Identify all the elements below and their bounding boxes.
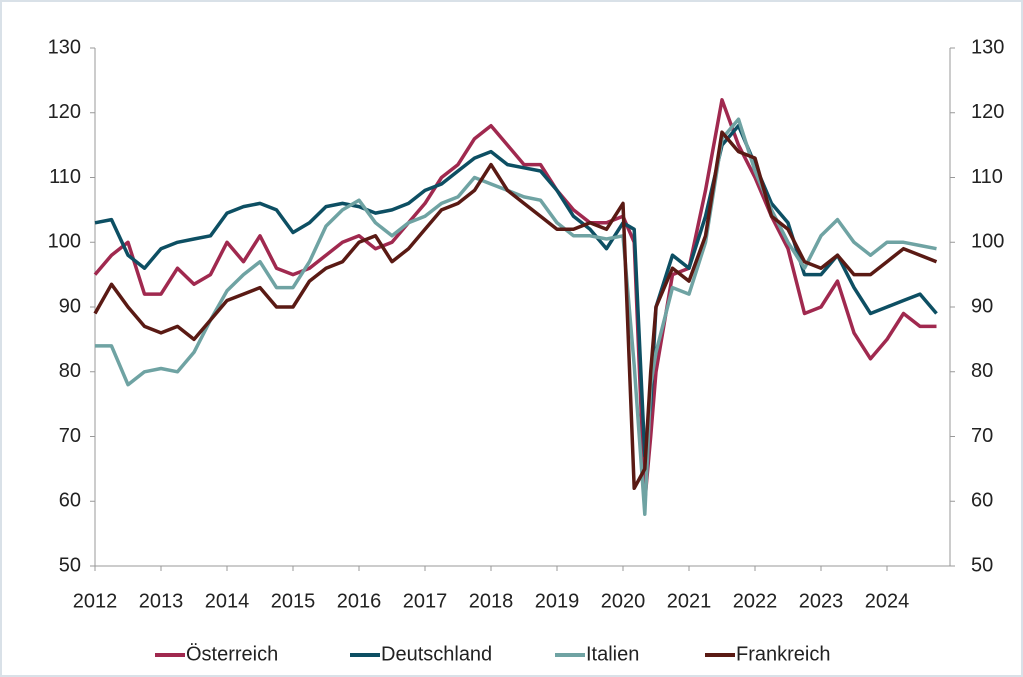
legend-label: Frankreich [736, 643, 830, 665]
x-tick-label: 2019 [535, 590, 580, 612]
x-tick-label: 2014 [205, 590, 250, 612]
y2-tick-label: 70 [971, 425, 993, 447]
y2-tick-label: 90 [971, 295, 993, 317]
y-tick-label: 130 [48, 36, 81, 58]
x-tick-label: 2017 [403, 590, 448, 612]
legend-label: Italien [586, 643, 639, 665]
series-line [93, 98, 937, 504]
y2-tick-label: 60 [971, 490, 993, 512]
y-tick-label: 120 [48, 101, 81, 123]
x-tick-label: 2015 [271, 590, 316, 612]
x-tick-label: 2018 [469, 590, 514, 612]
x-tick-label: 2012 [73, 590, 118, 612]
y2-tick-label: 120 [971, 101, 1004, 123]
y2-tick-label: 80 [971, 360, 993, 382]
x-tick-label: 2021 [667, 590, 712, 612]
series-line [95, 117, 937, 516]
legend-label: Österreich [186, 643, 278, 665]
y-tick-label: 50 [59, 554, 81, 576]
x-tick-label: 2020 [601, 590, 646, 612]
y-tick-label: 60 [59, 490, 81, 512]
x-tick-label: 2023 [799, 590, 844, 612]
y-tick-label: 110 [49, 166, 81, 188]
x-tick-label: 2024 [865, 590, 910, 612]
y2-tick-label: 100 [971, 231, 1004, 253]
x-tick-label: 2022 [733, 590, 778, 612]
y-tick-label: 70 [59, 425, 81, 447]
y2-tick-label: 50 [971, 554, 993, 576]
legend-label: Deutschland [381, 643, 492, 665]
x-tick-label: 2016 [337, 590, 382, 612]
y2-tick-label: 130 [971, 36, 1004, 58]
y-tick-label: 100 [48, 231, 81, 253]
series-line [93, 130, 938, 491]
x-tick-label: 2013 [139, 590, 184, 612]
y-tick-label: 90 [59, 295, 81, 317]
y2-tick-label: 110 [971, 166, 1003, 188]
y-tick-label: 80 [59, 360, 81, 382]
